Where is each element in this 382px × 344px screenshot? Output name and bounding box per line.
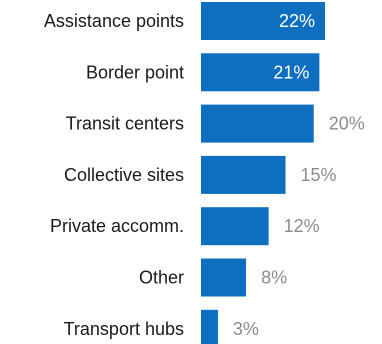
bar [201, 207, 269, 246]
bar-row: Private accomm. 12% [50, 207, 320, 246]
value-label: 21% [273, 62, 309, 82]
value-label: 3% [233, 319, 259, 339]
bar-row: Other 8% [139, 258, 287, 297]
category-label: Border point [86, 62, 184, 82]
value-label: 8% [261, 268, 287, 288]
value-label: 20% [329, 114, 365, 134]
category-label: Assistance points [44, 11, 184, 31]
value-label: 22% [279, 11, 315, 31]
bar-row: Border point 21% [86, 53, 320, 92]
value-label: 15% [301, 165, 337, 185]
bar [201, 104, 314, 143]
bar-row: Transport hubs 3% [64, 309, 259, 344]
value-label: 12% [284, 216, 320, 236]
bar-row: Collective sites 15% [64, 155, 337, 194]
bar [201, 309, 218, 344]
category-label: Collective sites [64, 165, 184, 185]
category-label: Transit centers [66, 114, 184, 134]
bar-row: Transit centers 20% [66, 104, 365, 143]
category-label: Other [139, 268, 184, 288]
bar-row: Assistance points 22% [44, 2, 325, 40]
bar [201, 2, 325, 40]
category-label: Private accomm. [50, 216, 184, 236]
category-label: Transport hubs [64, 319, 184, 339]
bar [201, 155, 286, 194]
bar [201, 258, 247, 297]
bar [201, 53, 320, 92]
